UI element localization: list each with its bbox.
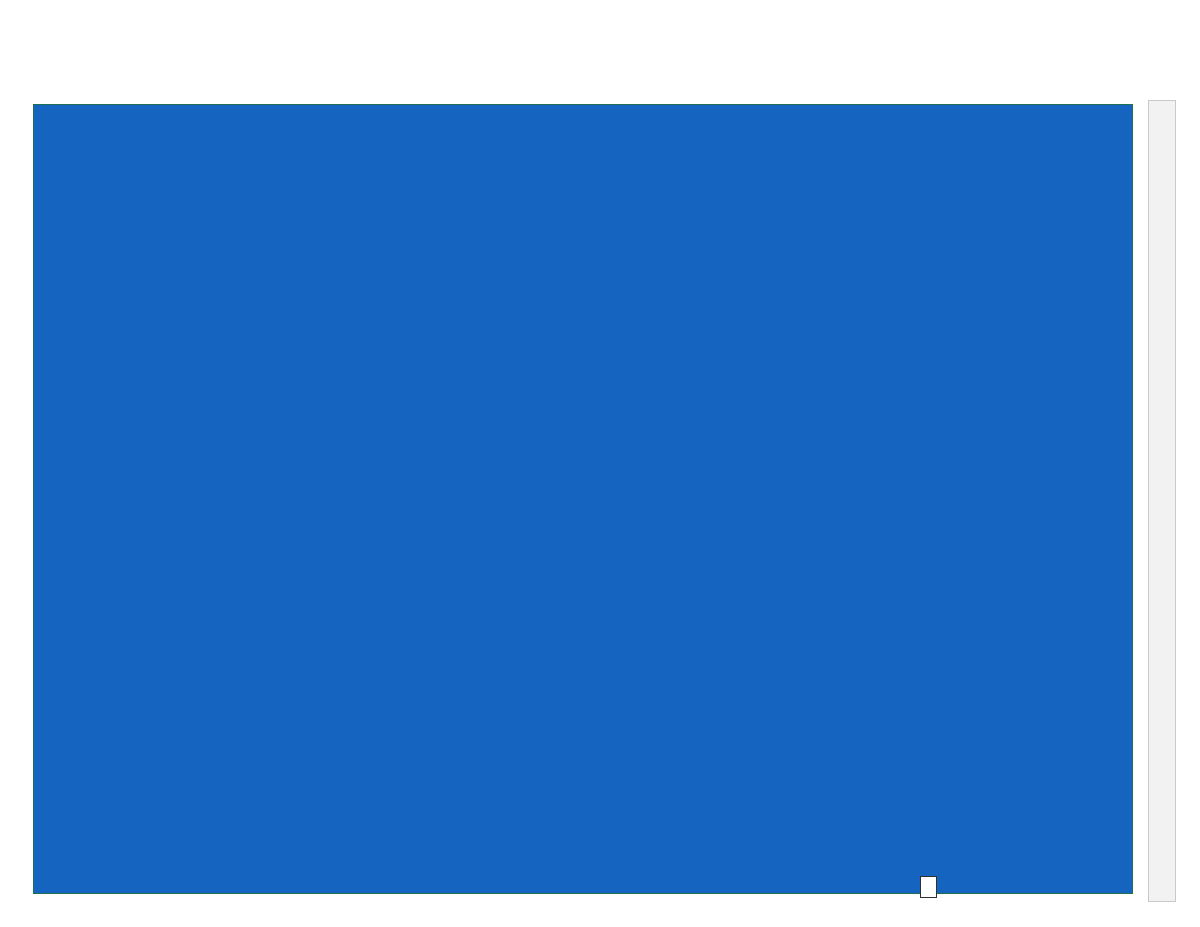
attribution-badge (920, 876, 937, 898)
map-plot-area (33, 104, 1133, 894)
temperature-shaded-field (34, 105, 1132, 893)
chart-header (0, 0, 1200, 95)
colorbar (1148, 100, 1176, 902)
